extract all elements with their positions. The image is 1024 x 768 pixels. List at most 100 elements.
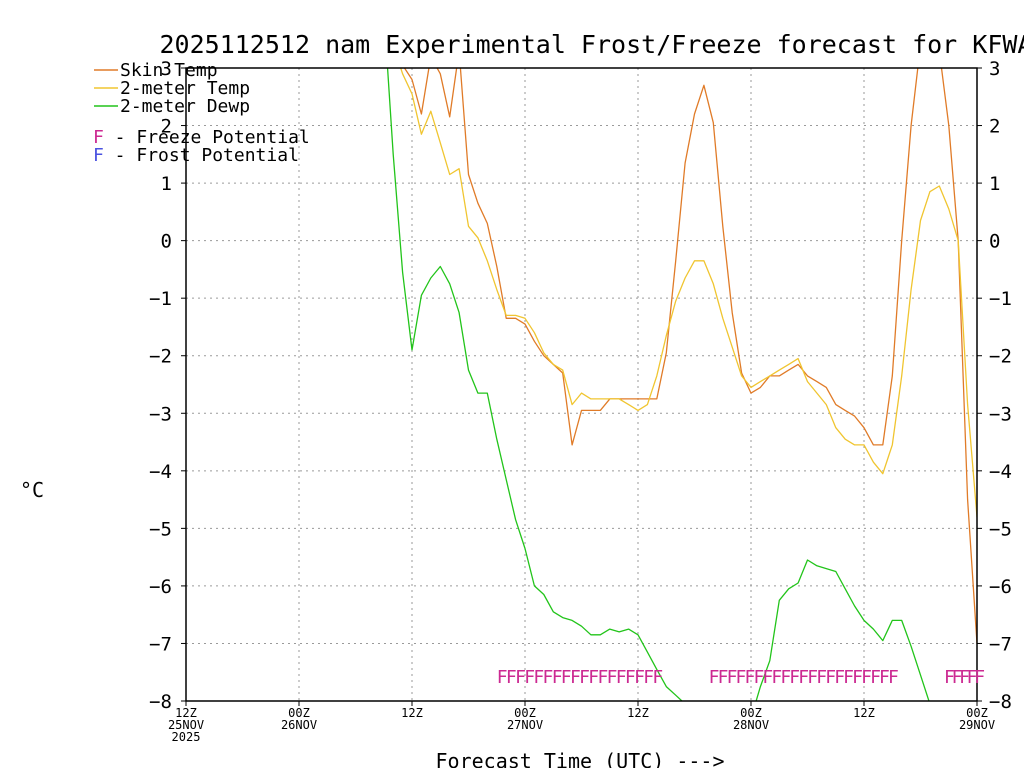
legend-symbol-entry: F - Freeze Potential [93,127,310,148]
freeze-mark: F [745,667,756,688]
y-tick-label-left: −1 [149,288,172,310]
y-tick-label-right: 2 [989,116,1000,138]
freeze-mark: F [834,667,845,688]
y-axis-label: °C [20,478,44,502]
x-tick-label: 12Z [853,706,875,720]
y-tick-label-left: −7 [149,633,172,655]
freeze-mark: F [552,667,563,688]
freeze-mark: F [561,667,572,688]
y-tick-label-right: −5 [989,518,1012,540]
x-tick-label: 12Z [627,706,649,720]
x-tick-label: 00Z [288,706,310,720]
legend-label: 2-meter Temp [120,78,250,99]
freeze-mark: F [789,667,800,688]
freeze-mark: F [888,667,899,688]
plot-frame [185,67,978,702]
y-tick-label-left: −3 [149,403,172,425]
freeze-mark: F [974,667,985,688]
freeze-mark: F [736,667,747,688]
x-tick-label: 00Z [740,706,762,720]
y-tick-label-right: 1 [989,173,1000,195]
y-tick-label-right: −4 [989,461,1012,483]
y-tick-label-right: 0 [989,231,1000,253]
freeze-mark: F [870,667,881,688]
freeze-mark: F [533,667,544,688]
freeze-mark: F [959,667,970,688]
freeze-mark: F [652,667,663,688]
y-tick-label-left: 2 [161,116,172,138]
legend-symbol-entry: F - Frost Potential [93,145,299,166]
y-tick-label-left: 1 [161,173,172,195]
legend-label: Skin Temp [120,60,218,81]
freeze-mark: F [843,667,854,688]
x-tick-label: 00Z [966,706,988,720]
freeze-mark: F [967,667,978,688]
y-tick-label-right: −6 [989,576,1012,598]
y-tick-label-left: −5 [149,518,172,540]
series-line-2-meter-dewp [386,68,930,701]
freeze-mark: F [709,667,720,688]
legend-label: 2-meter Dewp [120,96,250,117]
freeze-mark: F [807,667,818,688]
freeze-mark: F [524,667,535,688]
series-line-2-meter-temp [400,68,977,520]
freeze-mark: F [643,667,654,688]
freeze-mark: F [607,667,618,688]
legend-symbol-label: - Frost Potential [104,145,299,166]
x-tick-label: 29NOV [959,718,995,732]
freeze-mark: F [506,667,517,688]
freeze-mark: F [852,667,863,688]
grid-lines [186,68,977,701]
y-tick-label-left: −8 [149,691,172,713]
y-tick-label-right: −2 [989,346,1012,368]
axis-ticks: 3 3 2 2 1 1 0 0 −1 −1 −2 −2 −3 −3 −4 −4 −5 −5 −6 −6 −7 −7 −8 −8… [149,58,1012,744]
freeze-mark: F [727,667,738,688]
x-tick-label: 27NOV [507,718,543,732]
series-group [386,68,977,701]
y-tick-label-right: −8 [989,691,1012,713]
legend-symbol: F [93,127,104,148]
y-tick-label-right: −7 [989,633,1012,655]
y-tick-label-left: 3 [161,58,172,80]
freeze-mark: F [588,667,599,688]
freeze-mark: F [616,667,627,688]
freeze-mark: F [497,667,508,688]
freeze-mark: F [825,667,836,688]
x-tick-label: 12Z [401,706,423,720]
freeze-mark: F [861,667,872,688]
y-tick-label-left: 0 [161,231,172,253]
freeze-mark: F [952,667,963,688]
freeze-mark: F [634,667,645,688]
y-tick-label-left: −4 [149,461,172,483]
y-tick-label-left: −6 [149,576,172,598]
x-axis-label: Forecast Time (UTC) ---> [436,749,725,768]
y-tick-label-left: −2 [149,346,172,368]
x-tick-label: 00Z [514,706,536,720]
x-tick-label: 25NOV [168,718,204,732]
freeze-mark: F [879,667,890,688]
freeze-mark: F [816,667,827,688]
chart-title: 2025112512 nam Experimental Frost/Freeze… [160,30,1024,59]
freeze-mark: F [798,667,809,688]
freeze-mark: F [598,667,609,688]
freeze-mark: F [762,667,773,688]
y-tick-label-right: 3 [989,58,1000,80]
y-tick-label-right: −1 [989,288,1012,310]
series-line-skin-temp [403,68,977,645]
freeze-mark: F [718,667,729,688]
x-tick-label: 12Z [175,706,197,720]
x-tick-label: 28NOV [733,718,769,732]
freeze-mark: F [579,667,590,688]
x-tick-label: 26NOV [281,718,317,732]
legend-symbol-label: - Freeze Potential [104,127,310,148]
y-tick-label-right: −3 [989,403,1012,425]
freeze-mark: F [771,667,782,688]
freeze-mark: F [570,667,581,688]
freeze-mark: F [780,667,791,688]
legend-symbol: F [93,145,104,166]
freeze-mark: F [754,667,765,688]
freeze-mark: F [625,667,636,688]
